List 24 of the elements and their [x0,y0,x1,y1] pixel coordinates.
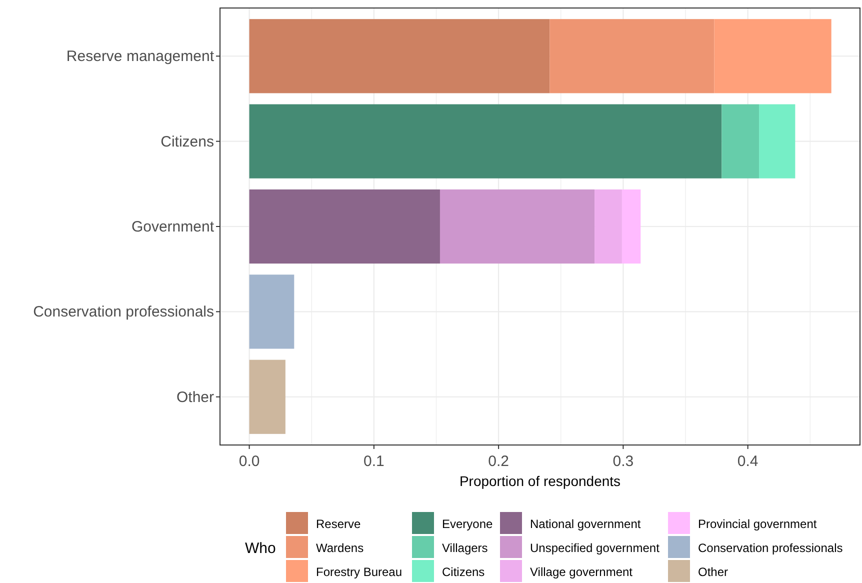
x-tick-label: 0.2 [488,453,509,470]
legend-label: Reserve [316,517,362,531]
legend-label: Provincial government [698,517,818,531]
legend-label: Conservation professionals [698,541,843,555]
x-tick-label: 0.1 [363,453,384,470]
legend-title: Who [245,540,276,557]
legend-label: Citizens [442,565,485,579]
x-axis-title: Proportion of respondents [459,473,621,489]
legend-label: Village government [530,565,634,579]
legend-label: Villagers [442,541,488,555]
y-tick-label: Other [176,388,214,406]
x-tick-label: 0.4 [737,453,758,470]
x-tick-label: 0.0 [238,453,260,470]
y-tick-label: Conservation professionals [33,304,214,321]
legend-label: Wardens [316,541,364,555]
legend-label: Other [698,565,728,579]
legend-label: National government [530,517,642,531]
legend-label: Forestry Bureau [316,565,402,579]
y-tick-label: Reserve management [66,48,215,66]
legend-label: Unspecified government [530,541,660,555]
y-tick-label: Citizens [160,133,214,150]
x-tick-label: 0.3 [612,453,634,470]
y-tick-label: Government [131,218,215,236]
legend-label: Everyone [442,517,494,531]
